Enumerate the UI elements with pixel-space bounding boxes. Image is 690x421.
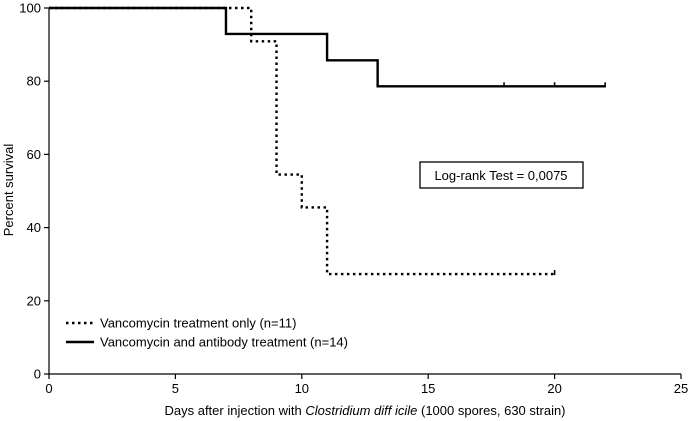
x-tick-label: 5 [172, 381, 179, 396]
x-tick-label: 15 [421, 381, 435, 396]
legend: Vancomycin treatment only (n=11) Vancomy… [66, 316, 348, 350]
series-line-0 [49, 6, 555, 276]
x-axis-title: Days after injection with Clostridium di… [164, 403, 565, 418]
x-axis-ticks: 0 5 10 15 20 25 [45, 374, 688, 396]
y-axis-ticks: 0 20 40 60 80 100 [19, 1, 49, 382]
y-tick-label: 0 [34, 367, 41, 382]
log-rank-annotation: Log-rank Test = 0,0075 [434, 168, 567, 183]
x-axis-title-part: (1000 spores, 630 strain) [417, 403, 565, 418]
annotation-box [419, 161, 584, 189]
series-line-1 [49, 6, 606, 88]
y-tick-label: 20 [27, 293, 41, 308]
x-tick-label: 25 [674, 381, 688, 396]
x-axis-title-organism: Clostridium diff icile [305, 403, 417, 418]
y-tick-label: 80 [27, 74, 41, 89]
y-axis-title: Percent survival [1, 144, 16, 237]
x-tick-label: 20 [547, 381, 561, 396]
x-tick-label: 0 [45, 381, 52, 396]
legend-label: Vancomycin treatment only (n=11) [100, 316, 296, 331]
plot-area [49, 6, 606, 276]
legend-label: Vancomycin and antibody treatment (n=14) [100, 335, 348, 350]
x-tick-label: 10 [295, 381, 309, 396]
y-tick-label: 100 [19, 1, 41, 16]
y-tick-label: 60 [27, 147, 41, 162]
x-axis-title-part: Days after injection with [164, 403, 305, 418]
y-tick-label: 40 [27, 220, 41, 235]
